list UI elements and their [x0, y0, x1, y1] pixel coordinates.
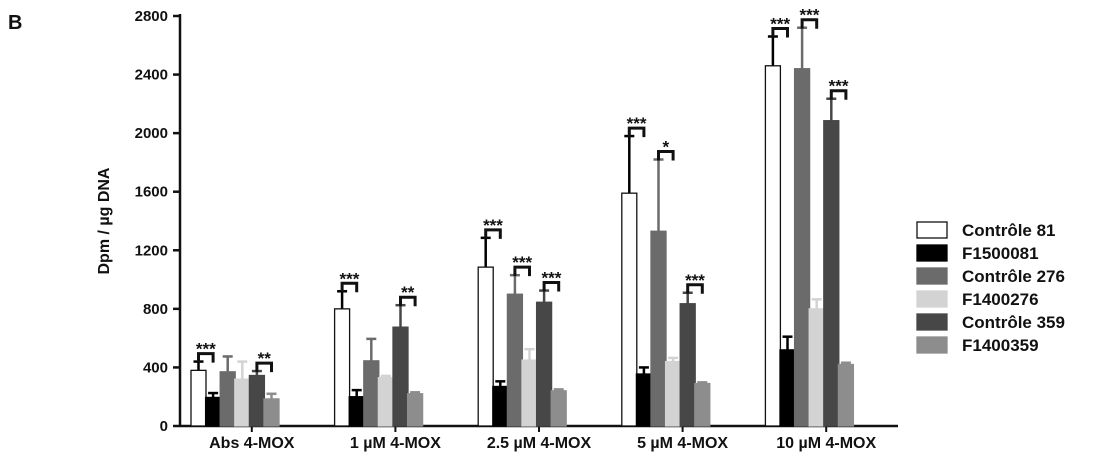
y-tick-label: 800	[143, 301, 168, 318]
legend-label: Contrôle 81	[962, 221, 1056, 240]
bar	[263, 398, 280, 427]
bar	[248, 374, 266, 427]
significance-bracket	[340, 281, 359, 293]
x-category-label: 5 µM 4-MOX	[637, 435, 728, 452]
significance-label: ***	[483, 216, 503, 235]
bar	[550, 390, 567, 427]
y-tick-label: 400	[143, 359, 168, 376]
significance-bracket	[399, 295, 417, 307]
bar	[219, 371, 236, 427]
bar	[348, 396, 365, 427]
bar	[650, 230, 667, 427]
bar	[190, 369, 207, 427]
significance-bracket	[484, 228, 502, 239]
y-tick-label: 2000	[135, 125, 168, 142]
significance-bracket	[657, 150, 675, 161]
significance-bracket	[800, 18, 819, 29]
legend-label: F1500081	[962, 244, 1039, 263]
bar	[477, 266, 494, 427]
legend-swatch	[916, 244, 948, 262]
legend-label: F1400359	[962, 336, 1039, 355]
bar	[808, 308, 825, 427]
significance-bracket	[686, 283, 704, 294]
significance-label: **	[258, 349, 272, 368]
bar	[492, 385, 509, 427]
bar	[764, 65, 782, 427]
significance-bracket	[513, 265, 531, 277]
significance-bracket	[197, 352, 215, 363]
significance-label: ***	[627, 114, 647, 133]
significance-label: *	[662, 138, 669, 157]
x-category-label: 10 µM 4-MOX	[776, 435, 876, 452]
significance-bracket	[829, 89, 848, 100]
bar	[837, 363, 855, 427]
legend-label: Contrôle 359	[962, 313, 1065, 332]
significance-label: ***	[196, 340, 216, 359]
significance-label: ***	[339, 269, 359, 288]
legend-swatch	[916, 313, 948, 331]
significance-bracket	[542, 281, 561, 292]
significance-label: ***	[512, 253, 532, 272]
bar	[679, 303, 696, 427]
significance-bracket	[627, 126, 646, 138]
y-tick-label: 0	[160, 418, 168, 435]
panel-label: B	[8, 12, 23, 34]
legend-swatch	[916, 221, 948, 239]
y-tick-label: 1200	[135, 242, 168, 259]
significance-label: ***	[770, 15, 790, 34]
significance-bracket	[255, 361, 273, 373]
bar	[333, 308, 351, 427]
bar	[694, 382, 711, 427]
y-tick-label: 1600	[135, 184, 168, 201]
bar	[779, 349, 796, 427]
bar	[506, 293, 524, 427]
bar	[204, 396, 222, 427]
legend-label: Contrôle 276	[962, 267, 1065, 286]
x-category-label: 1 µM 4-MOX	[350, 435, 441, 452]
legend-label: F1400276	[962, 290, 1039, 309]
bar	[823, 120, 840, 427]
significance-label: ***	[541, 269, 561, 288]
significance-label: **	[401, 283, 415, 302]
bar	[363, 360, 380, 427]
legend-swatch	[916, 290, 948, 308]
bar	[664, 360, 682, 427]
bar	[406, 393, 424, 427]
significance-bracket	[771, 27, 789, 38]
bar	[635, 373, 653, 427]
bar	[392, 326, 409, 427]
bar	[521, 359, 538, 427]
significance-label: ***	[799, 6, 819, 25]
significance-label: ***	[685, 271, 705, 290]
bar	[621, 192, 638, 427]
y-tick-label: 2400	[135, 67, 168, 84]
significance-label: ***	[829, 77, 849, 96]
legend-swatch	[916, 267, 948, 285]
y-axis-label: Dpm / µg DNA	[96, 167, 113, 274]
x-category-label: 2.5 µM 4-MOX	[487, 435, 592, 452]
bar	[535, 301, 553, 427]
y-tick-label: 2800	[135, 8, 168, 25]
legend-swatch	[916, 336, 948, 354]
bar	[793, 68, 811, 427]
x-category-label: Abs 4-MOX	[209, 435, 295, 452]
bar	[377, 377, 395, 427]
bar	[234, 378, 251, 427]
